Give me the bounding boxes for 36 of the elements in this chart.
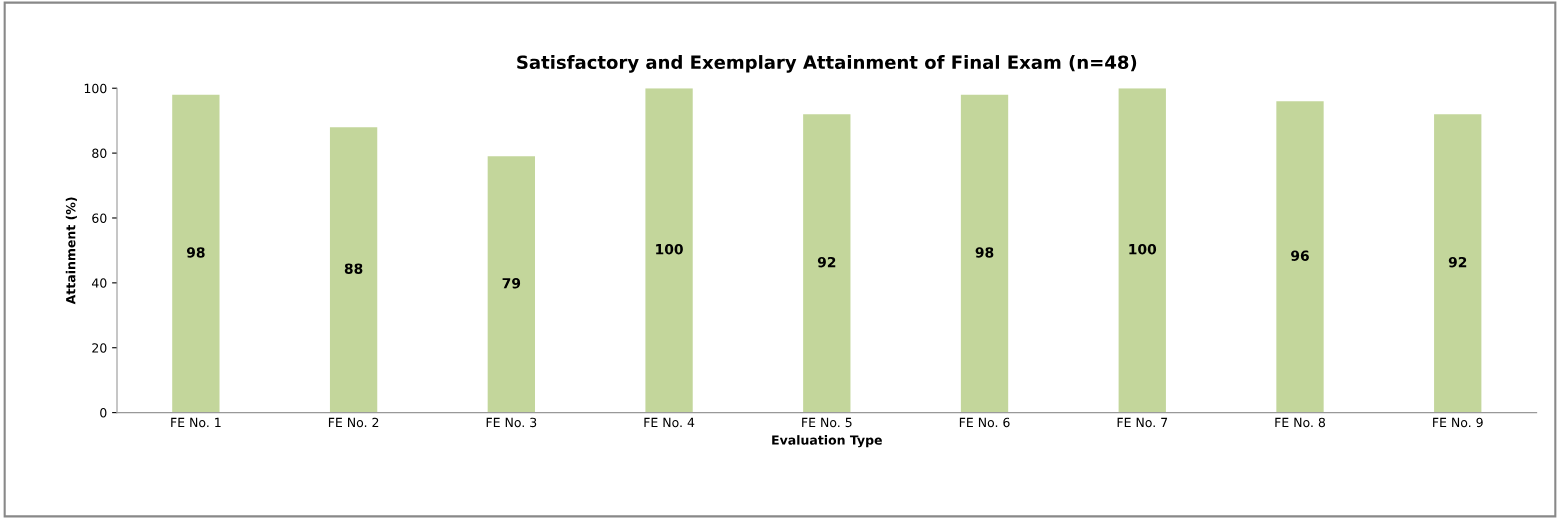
bar — [1118, 88, 1166, 413]
bar — [1434, 114, 1482, 413]
x-tick-label: FE No. 2 — [328, 417, 379, 428]
data-label: 98 — [975, 247, 994, 258]
y-tick-label: 60 — [92, 213, 107, 223]
y-tick-label: 80 — [92, 148, 107, 159]
data-label: 88 — [344, 263, 363, 274]
bar — [645, 88, 693, 413]
y-tick-label: 20 — [92, 343, 107, 353]
x-tick-label: FE No. 7 — [1117, 417, 1168, 428]
y-tick-label: 0 — [100, 408, 107, 418]
y-tick-label: 40 — [91, 278, 107, 288]
y-tick-label: 100 — [84, 83, 107, 94]
x-axis-title: Evaluation Type — [772, 435, 882, 448]
x-tick-label: FE No. 3 — [486, 417, 537, 428]
x-tick-label: FE No. 6 — [959, 417, 1010, 428]
data-label: 92 — [1448, 256, 1467, 268]
y-axis-title: Attainment (%) — [65, 197, 77, 305]
x-tick-label: FE No. 4 — [644, 417, 695, 428]
x-tick-label: FE No. 9 — [1433, 417, 1483, 428]
data-label: 96 — [1291, 250, 1309, 261]
bar — [172, 94, 220, 413]
bar — [1276, 101, 1324, 413]
chart-title: Satisfactory and Exemplary Attainment of Final Exam (n=48) — [517, 55, 1137, 73]
bar — [803, 114, 851, 413]
x-tick-label: FE No. 5 — [802, 417, 852, 428]
bar — [329, 127, 378, 413]
bar — [487, 156, 535, 413]
x-tick-label: FE No. 1 — [171, 417, 221, 428]
data-label: 92 — [817, 256, 836, 268]
bar — [960, 94, 1009, 413]
data-label: 100 — [656, 243, 683, 255]
x-tick-label: FE No. 8 — [1275, 417, 1326, 428]
data-label: 98 — [186, 247, 205, 258]
data-label: 79 — [502, 278, 521, 289]
data-label: 100 — [1129, 243, 1157, 255]
